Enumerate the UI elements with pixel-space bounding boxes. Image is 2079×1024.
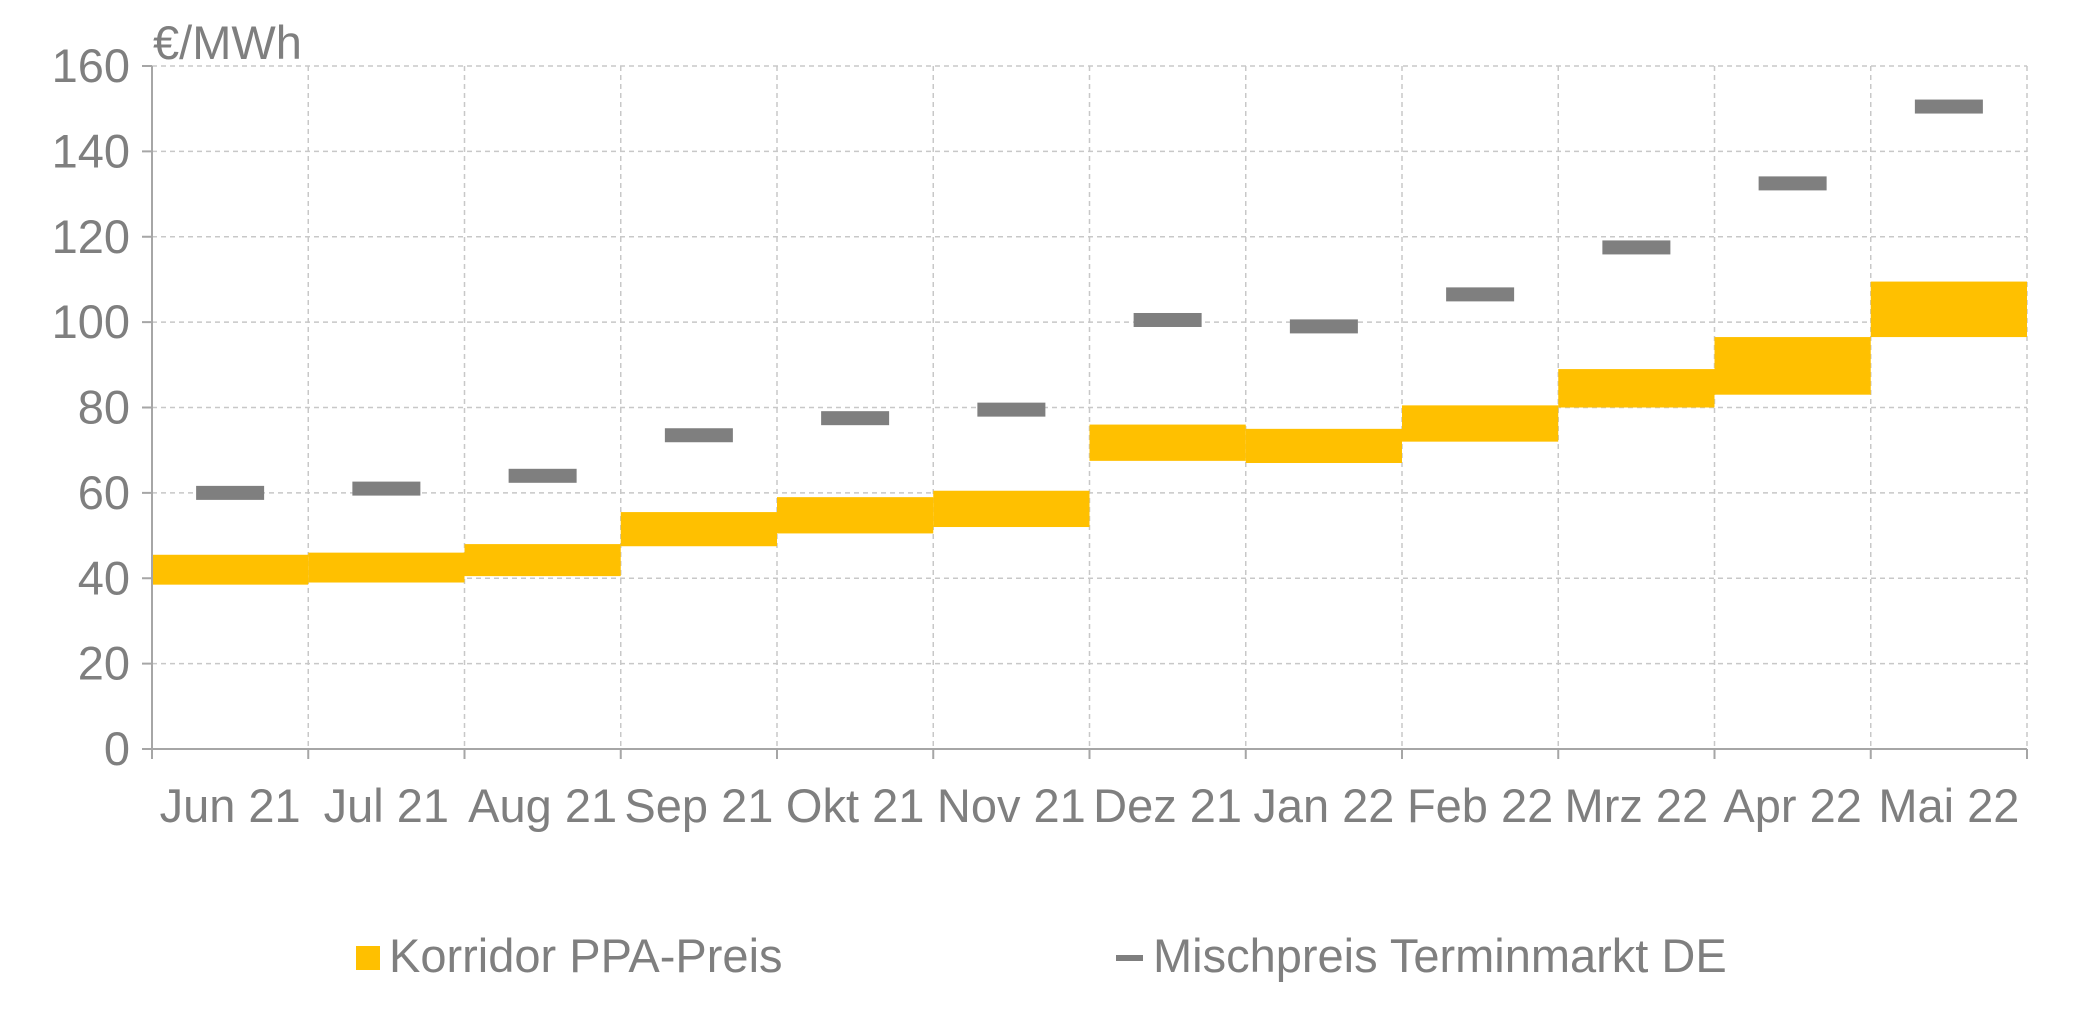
forward-price-marker	[664, 428, 733, 443]
y-tick-label: 80	[78, 381, 130, 434]
forward-price-markers	[196, 99, 1983, 500]
legend-label-forward: Mischpreis Terminmarkt DE	[1153, 929, 1727, 982]
y-tick-label: 100	[52, 295, 130, 348]
x-tick-label: Feb 22	[1407, 779, 1553, 832]
forward-price-marker	[1914, 99, 1983, 114]
x-tick-label: Sep 21	[624, 779, 773, 832]
x-tick-label: Jun 21	[160, 779, 301, 832]
y-tick-label: 120	[52, 210, 130, 263]
y-tick-label: 160	[52, 39, 130, 92]
forward-price-marker	[508, 468, 577, 483]
ppa-corridor-bars	[152, 281, 2027, 585]
legend-label-ppa: Korridor PPA-Preis	[389, 929, 783, 982]
forward-price-marker	[352, 481, 421, 496]
forward-price-marker	[1602, 240, 1671, 255]
x-tick-label: Nov 21	[937, 779, 1086, 832]
ppa-corridor-bar	[777, 497, 934, 534]
ppa-corridor-bar	[1870, 281, 2027, 338]
ppa-corridor-bar	[1714, 337, 1871, 395]
ppa-corridor-bar	[1558, 369, 1715, 408]
forward-price-marker	[1133, 312, 1202, 327]
x-tick-label: Okt 21	[786, 779, 924, 832]
x-tick-label: Dez 21	[1093, 779, 1242, 832]
y-tick-label: 0	[104, 722, 130, 775]
y-tick-label: 20	[78, 637, 130, 690]
grid	[152, 65, 2028, 749]
y-tick-label: 60	[78, 466, 130, 519]
ppa-corridor-bar	[308, 552, 465, 583]
axes: 0 20 40 60 80 100 120 140 160 Jun 21 Jul 21 Aug 21 S…	[52, 39, 2028, 832]
ppa-corridor-bar	[620, 512, 777, 547]
x-tick-label: Mrz 22	[1565, 779, 1709, 832]
ppa-corridor-bar	[1245, 428, 1402, 463]
x-tick-label: Jul 21	[324, 779, 449, 832]
x-tick-label: Aug 21	[468, 779, 617, 832]
forward-price-marker	[977, 402, 1046, 417]
x-tick-label: Jan 22	[1253, 779, 1394, 832]
legend-swatch-forward	[1116, 955, 1143, 961]
x-tick-label: Apr 22	[1723, 779, 1861, 832]
forward-price-marker	[196, 485, 265, 500]
legend-swatch-ppa	[356, 946, 380, 970]
x-tick-label: Mai 22	[1878, 779, 2019, 832]
ppa-corridor-bar	[152, 554, 309, 585]
y-tick-label: 140	[52, 124, 130, 177]
ppa-corridor-bar	[933, 490, 1090, 528]
forward-price-marker	[1758, 176, 1827, 191]
y-axis-unit-label: €/MWh	[153, 16, 302, 69]
forward-price-marker	[1289, 319, 1358, 334]
forward-price-marker	[821, 411, 890, 426]
forward-price-marker	[1446, 287, 1515, 302]
y-tick-label: 40	[78, 551, 130, 604]
legend: Korridor PPA-Preis Mischpreis Terminmark…	[356, 929, 1727, 982]
ppa-corridor-bar	[1402, 405, 1559, 442]
ppa-corridor-bar	[464, 544, 621, 577]
ppa-corridor-bar	[1089, 424, 1246, 461]
